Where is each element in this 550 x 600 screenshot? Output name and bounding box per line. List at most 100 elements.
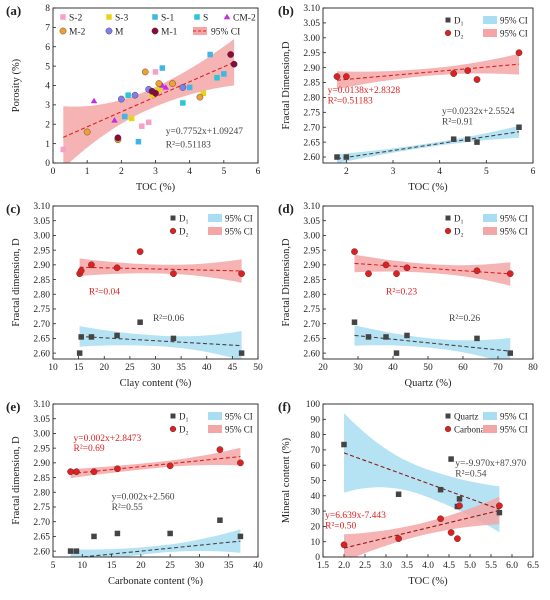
data-point (214, 75, 220, 81)
x-tick-label: 3.0 (380, 561, 392, 571)
data-point (149, 92, 155, 98)
x-tick-label: 4.5 (443, 561, 455, 571)
legend-swatch (483, 16, 497, 24)
legend-label: M-2 (69, 28, 86, 38)
x-tick-label: 5 (51, 561, 56, 571)
y-tick-label: 2.80 (33, 488, 50, 498)
fit-line (76, 540, 241, 557)
annotation: R²=0.91 (442, 117, 473, 127)
data-point (162, 84, 170, 90)
data-point (166, 462, 174, 470)
legend-label: D₂ (179, 425, 189, 435)
y-tick-label: 90 (311, 416, 321, 426)
y-tick-label: 3.10 (33, 400, 50, 410)
data-point (156, 86, 162, 93)
y-tick-label: 3.05 (303, 19, 320, 29)
legend-label: 95% CI (500, 29, 528, 39)
legend-swatch (208, 412, 222, 420)
data-point (506, 270, 514, 278)
annotation: y=0.002x+2.8473 (74, 434, 142, 444)
data-point (365, 334, 372, 340)
x-tick-label: 5 (221, 167, 226, 177)
y-tick-label: 2.70 (33, 518, 50, 528)
x-tick-label: 20 (318, 363, 328, 373)
y-tick-label: 3.10 (303, 4, 320, 14)
data-point (496, 502, 503, 510)
data-point (404, 332, 410, 339)
data-point (167, 530, 173, 537)
plot-area (333, 49, 523, 163)
confidence-band (344, 413, 500, 533)
axes-frame (52, 403, 259, 558)
data-point (196, 93, 204, 101)
data-point (334, 154, 340, 160)
legend-label: D₂ (454, 227, 464, 237)
x-axis-label: TOC (%) (408, 576, 448, 587)
legend-marker (194, 14, 200, 20)
y-tick-label: 2.95 (303, 49, 320, 59)
fit-line (79, 266, 242, 272)
annotation: y=0.0138x+2.8328 (328, 86, 401, 96)
y-tick-label: 3.10 (303, 202, 320, 212)
data-point (170, 270, 177, 278)
data-point (114, 332, 120, 339)
data-point (91, 533, 97, 540)
legend-label: D₂ (179, 227, 189, 237)
x-tick-label: 10 (48, 363, 58, 373)
fit-line (63, 61, 235, 138)
legend-label: 95% CI (225, 227, 253, 237)
plot-area (76, 248, 245, 359)
y-tick-label: 2.65 (33, 533, 50, 543)
annotation: y=-9.970x+87.970 (455, 459, 526, 469)
panel-label: (d) (278, 201, 294, 216)
y-tick-label: 3.00 (303, 34, 320, 44)
data-point (474, 139, 480, 145)
data-point (200, 90, 207, 96)
annotation: R²=0.51183 (328, 96, 373, 106)
data-point (137, 319, 143, 325)
legend-label: S (203, 14, 208, 24)
panel-label: (c) (6, 201, 20, 216)
y-tick-label: 3.10 (33, 202, 50, 212)
confidence-band (63, 39, 235, 163)
data-point (382, 261, 390, 269)
x-tick-label: 50 (253, 363, 263, 373)
y-tick-label: 2.85 (33, 474, 50, 484)
legend-marker (445, 215, 451, 221)
legend-label: Quartz (454, 412, 479, 422)
data-point (383, 334, 389, 340)
x-tick-label: 40 (253, 561, 263, 571)
legend: D₁ 95% CI D₂ 95% CI (169, 412, 253, 435)
y-tick-label: 5 (45, 62, 50, 72)
data-point (474, 335, 480, 342)
data-point (125, 92, 131, 98)
legend-marker (444, 227, 452, 235)
legend-swatch (483, 227, 497, 235)
legend-label: S-2 (69, 14, 82, 24)
legend-label: 95% CI (500, 412, 528, 422)
legend-label: M-1 (161, 28, 178, 38)
data-point (515, 49, 523, 57)
y-tick-label: 2.75 (303, 305, 320, 315)
confidence-band (70, 529, 241, 557)
confidence-band (344, 496, 500, 557)
data-point (393, 350, 400, 356)
y-tick-label: 2.60 (33, 349, 50, 359)
y-tick-label: 2.90 (33, 261, 50, 271)
x-tick-label: 3.5 (401, 561, 413, 571)
data-point (464, 67, 472, 74)
legend-label: CM-2 (233, 14, 256, 24)
panel-label: (e) (6, 399, 20, 414)
y-tick-label: 70 (311, 446, 321, 456)
y-axis-label: Fractal dimension, D (11, 238, 22, 327)
data-point (88, 334, 95, 340)
y-tick-label: 10 (311, 538, 321, 548)
plot-area (351, 248, 514, 359)
confidence-band (79, 258, 242, 283)
x-tick-label: 3 (391, 167, 396, 177)
annotation: R²=0.69 (74, 444, 105, 454)
data-point (122, 113, 128, 120)
data-point (76, 350, 83, 356)
x-tick-label: 25 (165, 561, 175, 571)
